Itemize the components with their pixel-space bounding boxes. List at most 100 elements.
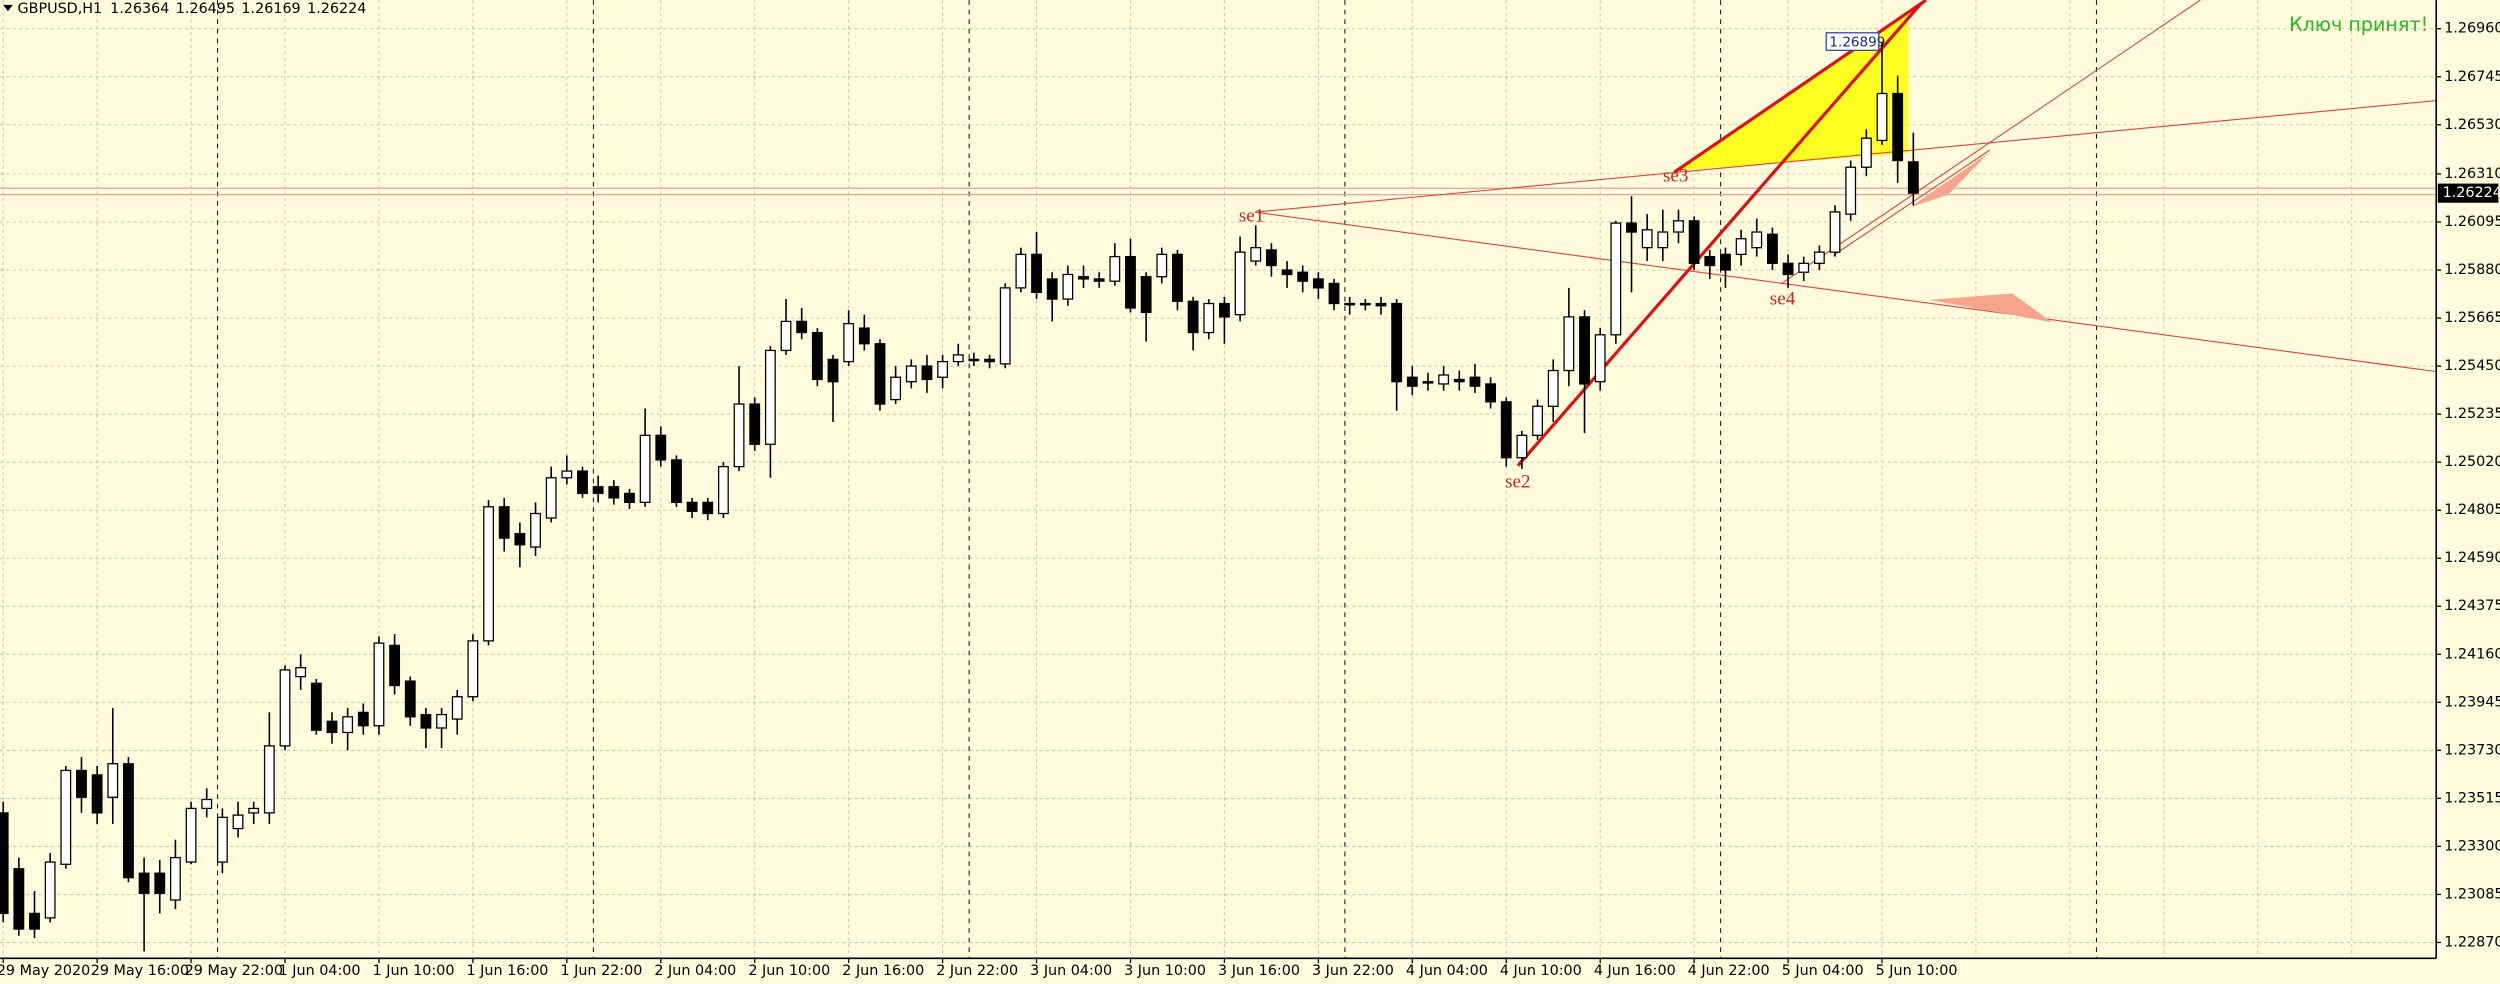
- candle-body: [1798, 262, 1810, 273]
- candle-body: [671, 459, 682, 503]
- current-price: 1.26224: [2443, 185, 2500, 201]
- x-tick-label: 1 Jun 22:00: [560, 963, 642, 979]
- candle-body: [1453, 378, 1465, 383]
- candle-body: [498, 506, 510, 539]
- candle-body: [1281, 269, 1293, 276]
- candle-body: [326, 720, 338, 734]
- candle-body: [279, 669, 291, 747]
- candle-body: [1610, 222, 1622, 336]
- candle-body: [467, 640, 479, 698]
- x-tick-label: 2 Jun 22:00: [936, 963, 1018, 979]
- trend-line: [1780, 0, 2201, 285]
- candle-body: [216, 816, 228, 863]
- candle-body: [404, 680, 416, 718]
- candle-body: [263, 745, 275, 814]
- y-tick-label: 1.25665: [2444, 310, 2500, 326]
- x-tick-label: 3 Jun 10:00: [1124, 963, 1206, 979]
- header-close: 1.26224: [307, 1, 366, 17]
- y-tick-label: 1.25450: [2444, 358, 2500, 374]
- y-tick-label: 1.22870: [2444, 934, 2500, 950]
- x-tick-label: 1 Jun 04:00: [279, 963, 361, 979]
- candle-body: [1187, 300, 1199, 334]
- x-tick-label: 2 Jun 16:00: [842, 963, 924, 979]
- x-tick-label: 5 Jun 10:00: [1876, 963, 1958, 979]
- menu-arrow[interactable]: [3, 4, 13, 12]
- candle-body: [733, 403, 745, 468]
- candle-body: [483, 506, 494, 642]
- grid: [0, 0, 2437, 959]
- x-tick-label: 3 Jun 22:00: [1312, 963, 1394, 979]
- x-tick-label: 2 Jun 04:00: [654, 963, 736, 979]
- y-tick-label: 1.26960: [2444, 21, 2500, 37]
- candle-body: [1547, 369, 1559, 407]
- candle-body: [937, 360, 949, 378]
- candle-body: [1359, 302, 1371, 306]
- candle-body: [1485, 383, 1497, 403]
- x-tick-label: 4 Jun 04:00: [1406, 963, 1488, 979]
- candle-body: [1704, 255, 1716, 267]
- candle-body: [1829, 211, 1841, 253]
- y-tick-label: 1.26745: [2444, 69, 2500, 85]
- candle-body: [1344, 302, 1356, 306]
- candle-body: [91, 774, 103, 814]
- candle-body: [420, 713, 432, 729]
- x-tick-label: 29 May 16:00: [91, 963, 189, 979]
- candle-body: [310, 682, 322, 731]
- candle-body: [702, 501, 714, 515]
- candle-body: [1062, 273, 1074, 300]
- candle-body: [1720, 253, 1731, 271]
- candle-body: [436, 713, 448, 729]
- drawings: se1 se2 se3 se4 1.26899: [0, 0, 2437, 493]
- candle-body: [295, 667, 307, 678]
- header-low: 1.26169: [241, 1, 300, 17]
- y-tick-label: 1.24160: [2444, 646, 2500, 662]
- candle-body: [389, 644, 401, 687]
- candle-body: [545, 477, 557, 519]
- candle-body: [1406, 376, 1418, 387]
- y-tick-label: 1.25020: [2444, 454, 2500, 470]
- candle-body: [639, 434, 651, 503]
- candle-body: [1563, 316, 1575, 372]
- candle-body: [1735, 238, 1747, 256]
- candle-body: [1469, 376, 1481, 387]
- candle-body: [1751, 231, 1763, 249]
- chart-header: GBPUSD,H1 1.26364 1.26495 1.26169 1.26224: [18, 1, 367, 17]
- annotation: se1: [1239, 205, 1265, 226]
- candle-body: [905, 365, 917, 383]
- candle-body: [984, 358, 995, 363]
- candle-body: [530, 512, 541, 548]
- candles: [0, 42, 1919, 952]
- y-tick-label: 1.26530: [2444, 117, 2500, 133]
- candle-body: [1031, 253, 1042, 293]
- candle-body: [890, 376, 902, 401]
- candle-body: [1673, 220, 1684, 233]
- candle-body: [1156, 253, 1168, 278]
- status-text: Ключ принят!: [2289, 13, 2428, 36]
- candle-body: [1876, 92, 1888, 142]
- y-tick-label: 1.23730: [2444, 742, 2500, 758]
- y-tick-label: 1.24590: [2444, 550, 2500, 566]
- candle-body: [952, 354, 964, 363]
- candle-body: [561, 470, 573, 479]
- candle-body: [1093, 278, 1105, 282]
- candle-body: [1234, 251, 1246, 316]
- candle-body: [811, 331, 823, 381]
- y-tick-label: 1.23300: [2444, 838, 2500, 854]
- candle-body: [1312, 278, 1324, 289]
- candle-body: [749, 403, 761, 445]
- candle-body: [1422, 381, 1434, 384]
- candle-body: [827, 358, 839, 383]
- candle-body: [764, 349, 776, 445]
- candle-body: [1516, 434, 1528, 459]
- candle-body: [1594, 334, 1606, 383]
- candle-body: [1860, 137, 1872, 168]
- candle-body: [1203, 302, 1215, 334]
- candle-body: [13, 868, 25, 930]
- header-open: 1.26364: [110, 1, 169, 17]
- candle-body: [1657, 231, 1669, 249]
- y-tick-label: 1.25880: [2444, 262, 2500, 278]
- candle-body: [185, 807, 197, 863]
